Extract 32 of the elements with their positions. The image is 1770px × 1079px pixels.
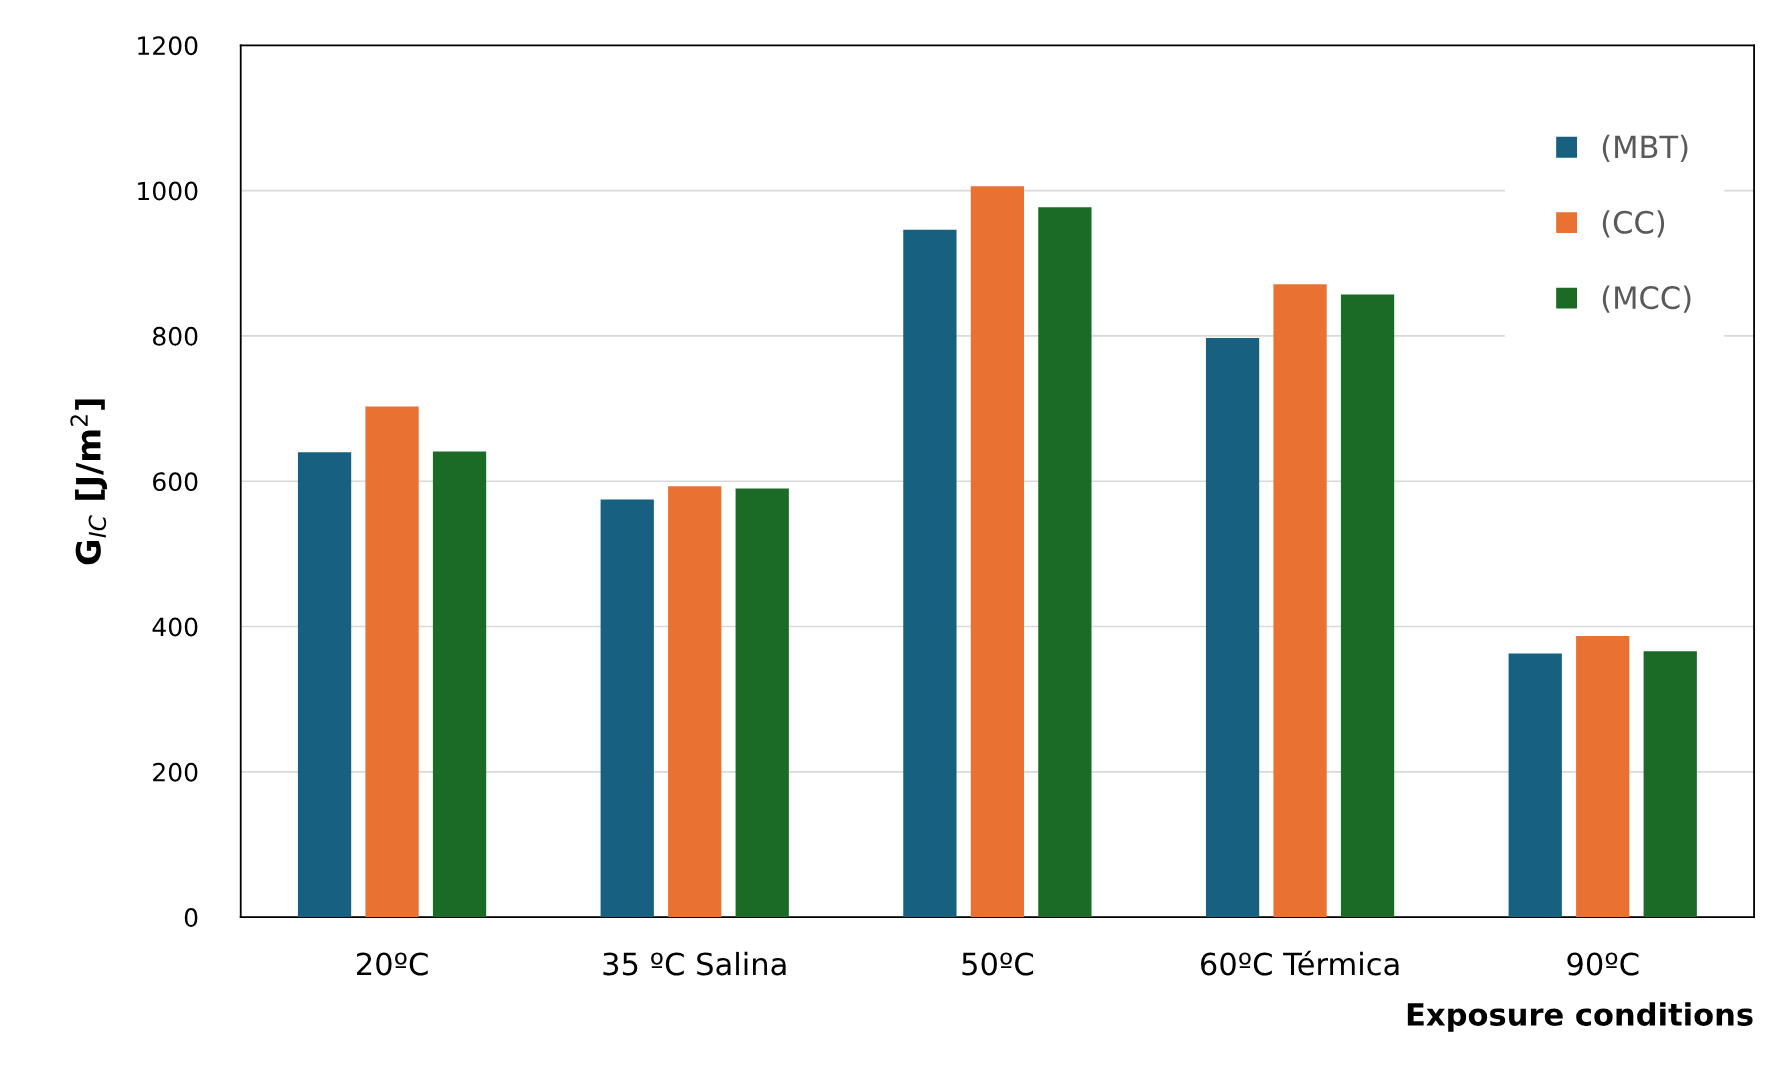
legend-label: (MBT) (1602, 134, 1688, 162)
bar (365, 406, 419, 918)
bar (1508, 653, 1562, 918)
legend-label: (MCC) (1602, 285, 1691, 313)
x-tick-label: 60ºC Térmica (1201, 950, 1399, 976)
bar (432, 451, 487, 918)
bar (1273, 284, 1327, 918)
x-tick-label: 35 ºC Salina (603, 951, 786, 976)
bar (1038, 207, 1092, 918)
bar (735, 488, 789, 918)
y-axis-title: G$_{IC}$ [J/m$^{2}$] (70, 399, 108, 565)
legend-label: (CC) (1602, 210, 1665, 238)
bar (668, 486, 722, 918)
y-tick-label: 200 (153, 762, 198, 782)
bar (1643, 651, 1697, 918)
bar (903, 229, 957, 918)
bar (1576, 635, 1630, 918)
bar (297, 452, 352, 918)
x-axis-title: Exposure conditions (1407, 1002, 1753, 1032)
y-tick-label: 800 (153, 326, 198, 346)
bar (1340, 294, 1395, 918)
y-tick-label: 1000 (138, 181, 198, 201)
y-tick-label: 1200 (138, 36, 198, 56)
x-tick-label: 50ºC (962, 952, 1034, 976)
y-tick-label: 400 (152, 617, 198, 637)
bar (970, 186, 1025, 918)
x-tick-label: 20ºC (356, 952, 428, 976)
y-tick-label: 600 (153, 472, 198, 492)
x-tick-label: 90ºC (1567, 952, 1639, 976)
bar (1205, 338, 1260, 918)
bar (600, 499, 654, 918)
y-tick-label: 0 (184, 908, 198, 927)
